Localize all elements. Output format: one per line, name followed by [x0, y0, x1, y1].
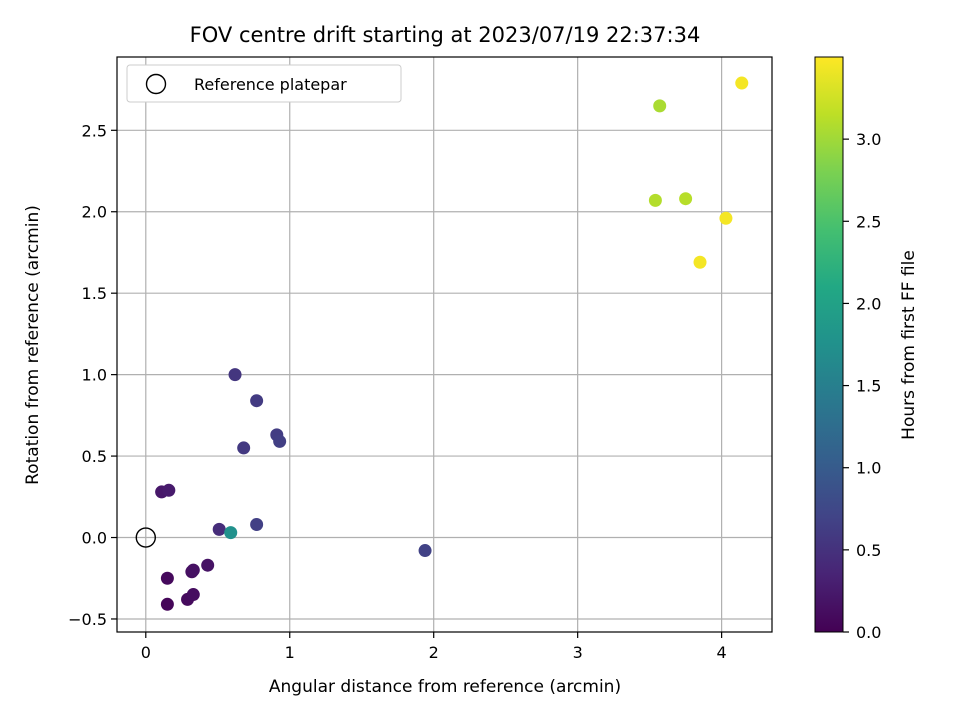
- data-point: [679, 192, 693, 206]
- colorbar-tick-label: 3.0: [856, 130, 881, 149]
- reference-platepar-marker: [135, 527, 156, 548]
- legend-box: [126, 64, 402, 103]
- colorbar-tick-label: 0.5: [856, 541, 881, 560]
- x-axis-ticks: 0 1 2 3 4: [141, 632, 727, 662]
- data-point: [228, 368, 242, 382]
- y-tick-label: 0.0: [82, 529, 107, 548]
- data-point: [160, 597, 174, 611]
- data-point: [250, 517, 264, 531]
- x-tick-label: 4: [717, 643, 727, 662]
- plot-area: [116, 56, 773, 633]
- data-point: [735, 76, 749, 90]
- y-tick-label: 0.5: [82, 447, 107, 466]
- data-point: [186, 588, 200, 602]
- chart-title: FOV centre drift starting at 2023/07/19 …: [190, 23, 701, 47]
- y-tick-label: 1.0: [82, 366, 107, 385]
- colorbar-tick-label: 2.0: [856, 294, 881, 313]
- data-point: [719, 211, 733, 225]
- data-point: [693, 255, 707, 269]
- colorbar-tick-label: 1.5: [856, 377, 881, 396]
- x-tick-label: 3: [573, 643, 583, 662]
- colorbar-gradient: [814, 56, 844, 633]
- scatter-points: [155, 76, 749, 611]
- data-point: [186, 563, 200, 577]
- y-tick-label: −0.5: [68, 610, 107, 629]
- y-tick-label: 2.0: [82, 203, 107, 222]
- colorbar-tick-label: 1.0: [856, 459, 881, 478]
- grid-lines: [117, 57, 772, 632]
- data-point: [162, 483, 176, 497]
- x-axis-label: Angular distance from reference (arcmin): [269, 677, 621, 697]
- y-tick-label: 1.5: [82, 284, 107, 303]
- plot-frame: [116, 56, 773, 633]
- data-point: [653, 99, 667, 113]
- colorbar-ticks: 0.0 0.5 1.0 1.5 2.0 2.5 3.0: [843, 130, 881, 642]
- y-axis-label: Rotation from reference (arcmin): [23, 205, 43, 485]
- legend-reference-marker: [145, 73, 167, 95]
- x-tick-label: 0: [141, 643, 151, 662]
- colorbar-tick-label: 0.0: [856, 623, 881, 642]
- data-point: [418, 544, 432, 558]
- data-point: [224, 526, 238, 540]
- data-point: [648, 193, 662, 207]
- data-point: [237, 441, 251, 455]
- colorbar-label: Hours from first FF file: [899, 250, 919, 440]
- legend: Reference platepar: [126, 64, 402, 103]
- x-tick-label: 2: [429, 643, 439, 662]
- y-tick-label: 2.5: [82, 121, 107, 140]
- data-point: [201, 558, 215, 572]
- data-point: [250, 394, 264, 408]
- y-axis-ticks: −0.5 0.0 0.5 1.0 1.5 2.0 2.5: [68, 121, 117, 629]
- data-point: [212, 522, 226, 536]
- colorbar-tick-label: 2.5: [856, 212, 881, 231]
- legend-label: Reference platepar: [194, 75, 347, 94]
- data-point: [160, 571, 174, 585]
- colorbar: 0.0 0.5 1.0 1.5 2.0 2.5 3.0 Hours from first F…: [814, 56, 919, 642]
- x-tick-label: 1: [285, 643, 295, 662]
- data-point: [273, 434, 287, 448]
